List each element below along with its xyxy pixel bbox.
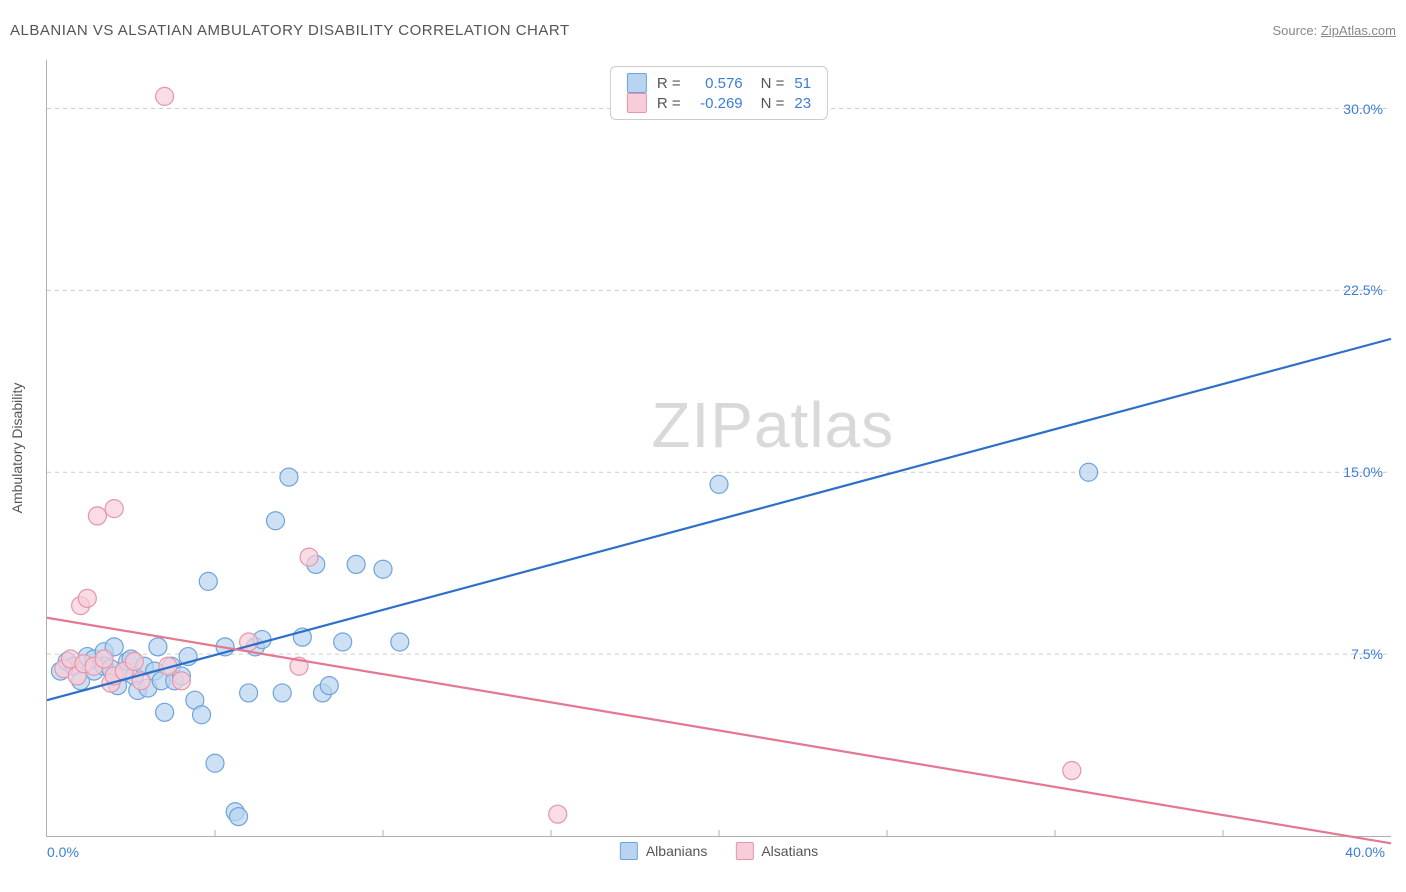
scatter-point-albanians bbox=[149, 638, 167, 656]
y-axis-label: Ambulatory Disability bbox=[9, 383, 25, 514]
scatter-point-albanians bbox=[320, 677, 338, 695]
series-legend: Albanians Alsatians bbox=[620, 842, 818, 860]
scatter-point-albanians bbox=[280, 468, 298, 486]
scatter-point-albanians bbox=[230, 808, 248, 826]
n-value: 51 bbox=[794, 75, 811, 92]
scatter-point-alsatians bbox=[105, 500, 123, 518]
legend-item-alsatians: Alsatians bbox=[735, 842, 818, 860]
correlation-legend: R = 0.576 N = 51 R = -0.269 N = 23 bbox=[610, 66, 828, 120]
scatter-point-albanians bbox=[347, 555, 365, 573]
source-attribution: Source: ZipAtlas.com bbox=[1272, 23, 1396, 38]
regression-line-albanians bbox=[47, 339, 1391, 700]
y-tick-label: 15.0% bbox=[1343, 464, 1383, 480]
scatter-point-albanians bbox=[156, 703, 174, 721]
swatch-alsatians bbox=[627, 93, 647, 113]
scatter-point-albanians bbox=[266, 512, 284, 530]
y-tick-label: 30.0% bbox=[1343, 101, 1383, 117]
n-label: N = bbox=[761, 75, 785, 92]
source-link[interactable]: ZipAtlas.com bbox=[1321, 23, 1396, 38]
source-prefix: Source: bbox=[1272, 23, 1320, 38]
n-label: N = bbox=[761, 95, 785, 112]
scatter-point-albanians bbox=[206, 754, 224, 772]
swatch-albanians bbox=[627, 73, 647, 93]
scatter-point-alsatians bbox=[125, 652, 143, 670]
scatter-point-alsatians bbox=[156, 87, 174, 105]
scatter-point-albanians bbox=[199, 572, 217, 590]
r-label: R = bbox=[657, 95, 681, 112]
r-label: R = bbox=[657, 75, 681, 92]
scatter-point-albanians bbox=[334, 633, 352, 651]
scatter-point-alsatians bbox=[88, 507, 106, 525]
correlation-legend-row-albanians: R = 0.576 N = 51 bbox=[627, 73, 811, 93]
scatter-point-alsatians bbox=[549, 805, 567, 823]
y-tick-label: 7.5% bbox=[1351, 646, 1383, 662]
n-value: 23 bbox=[794, 95, 811, 112]
scatter-point-albanians bbox=[391, 633, 409, 651]
scatter-point-albanians bbox=[374, 560, 392, 578]
chart-svg bbox=[47, 60, 1391, 836]
y-tick-label: 22.5% bbox=[1343, 282, 1383, 298]
chart-plot-area: Ambulatory Disability 7.5%15.0%22.5%30.0… bbox=[46, 60, 1391, 837]
scatter-point-alsatians bbox=[300, 548, 318, 566]
swatch-alsatians bbox=[735, 842, 753, 860]
scatter-point-alsatians bbox=[1063, 762, 1081, 780]
r-value: -0.269 bbox=[691, 95, 743, 112]
scatter-point-albanians bbox=[710, 475, 728, 493]
x-max-label: 40.0% bbox=[1345, 844, 1385, 860]
legend-label: Albanians bbox=[646, 843, 708, 859]
header: ALBANIAN VS ALSATIAN AMBULATORY DISABILI… bbox=[10, 16, 1396, 44]
scatter-point-alsatians bbox=[172, 672, 190, 690]
scatter-point-albanians bbox=[1080, 463, 1098, 481]
regression-line-alsatians bbox=[47, 618, 1391, 844]
swatch-albanians bbox=[620, 842, 638, 860]
scatter-point-alsatians bbox=[78, 589, 96, 607]
scatter-point-albanians bbox=[240, 684, 258, 702]
correlation-legend-row-alsatians: R = -0.269 N = 23 bbox=[627, 93, 811, 113]
x-origin-label: 0.0% bbox=[47, 844, 79, 860]
legend-item-albanians: Albanians bbox=[620, 842, 708, 860]
scatter-point-alsatians bbox=[95, 650, 113, 668]
r-value: 0.576 bbox=[691, 75, 743, 92]
chart-title: ALBANIAN VS ALSATIAN AMBULATORY DISABILI… bbox=[10, 22, 570, 39]
scatter-point-albanians bbox=[193, 706, 211, 724]
scatter-point-albanians bbox=[273, 684, 291, 702]
legend-label: Alsatians bbox=[761, 843, 818, 859]
